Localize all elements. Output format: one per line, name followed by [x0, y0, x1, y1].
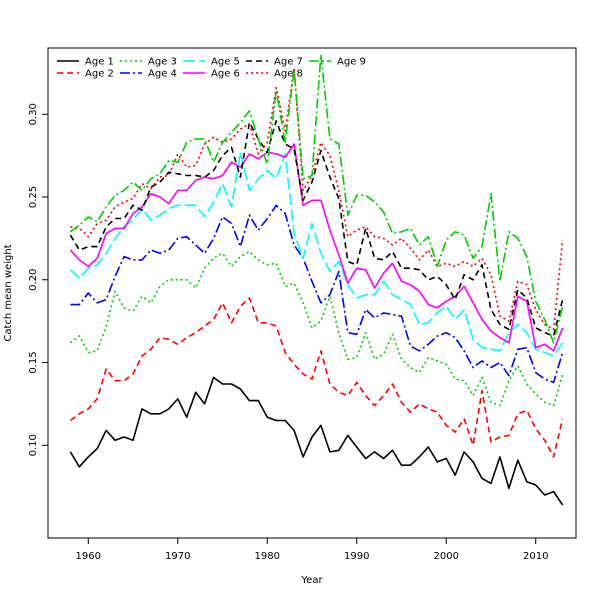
y-tick-label: 0.15 — [28, 351, 39, 373]
y-tick-label: 0.20 — [28, 269, 39, 291]
x-axis-title: Year — [300, 575, 323, 586]
series-line-age-9 — [69, 53, 564, 344]
series-line-age-8 — [70, 67, 564, 331]
x-tick-label: 1960 — [76, 551, 101, 562]
legend-label-age-5: Age 5 — [211, 57, 240, 68]
series-line-age-7 — [69, 120, 564, 337]
series-line-age-3 — [69, 250, 564, 407]
y-tick-label: 0.30 — [28, 103, 39, 125]
legend-label-age-1: Age 1 — [85, 57, 114, 68]
y-axis-title: Catch mean weight — [3, 244, 14, 341]
series-line-age-2 — [69, 297, 564, 458]
legend-label-age-4: Age 4 — [148, 69, 177, 80]
legend-label-age-9: Age 9 — [337, 57, 366, 68]
y-tick-label: 0.25 — [28, 186, 39, 208]
x-tick-label: 2010 — [523, 551, 548, 562]
x-tick-label: 1970 — [165, 551, 190, 562]
legend-label-age-2: Age 2 — [85, 69, 114, 80]
legend-label-age-6: Age 6 — [211, 69, 240, 80]
plot-frame — [47, 47, 577, 539]
x-tick-label: 2000 — [434, 551, 459, 562]
legend-label-age-8: Age 8 — [274, 69, 303, 80]
x-tick-label: 1980 — [255, 551, 280, 562]
series-line-age-1 — [69, 376, 564, 506]
legend-label-age-7: Age 7 — [274, 57, 303, 68]
series-layer — [69, 53, 564, 506]
y-axis: 0.10 0.15 0.20 0.25 0.30 — [28, 103, 48, 456]
legend-label-age-3: Age 3 — [148, 57, 177, 68]
y-tick-label: 0.10 — [28, 434, 39, 456]
x-tick-label: 1990 — [344, 551, 369, 562]
series-line-age-6 — [69, 143, 564, 352]
series-line-age-4 — [70, 204, 564, 384]
x-axis: 1960 1970 1980 1990 2000 2010 — [76, 538, 548, 562]
series-line-age-5 — [69, 151, 564, 357]
